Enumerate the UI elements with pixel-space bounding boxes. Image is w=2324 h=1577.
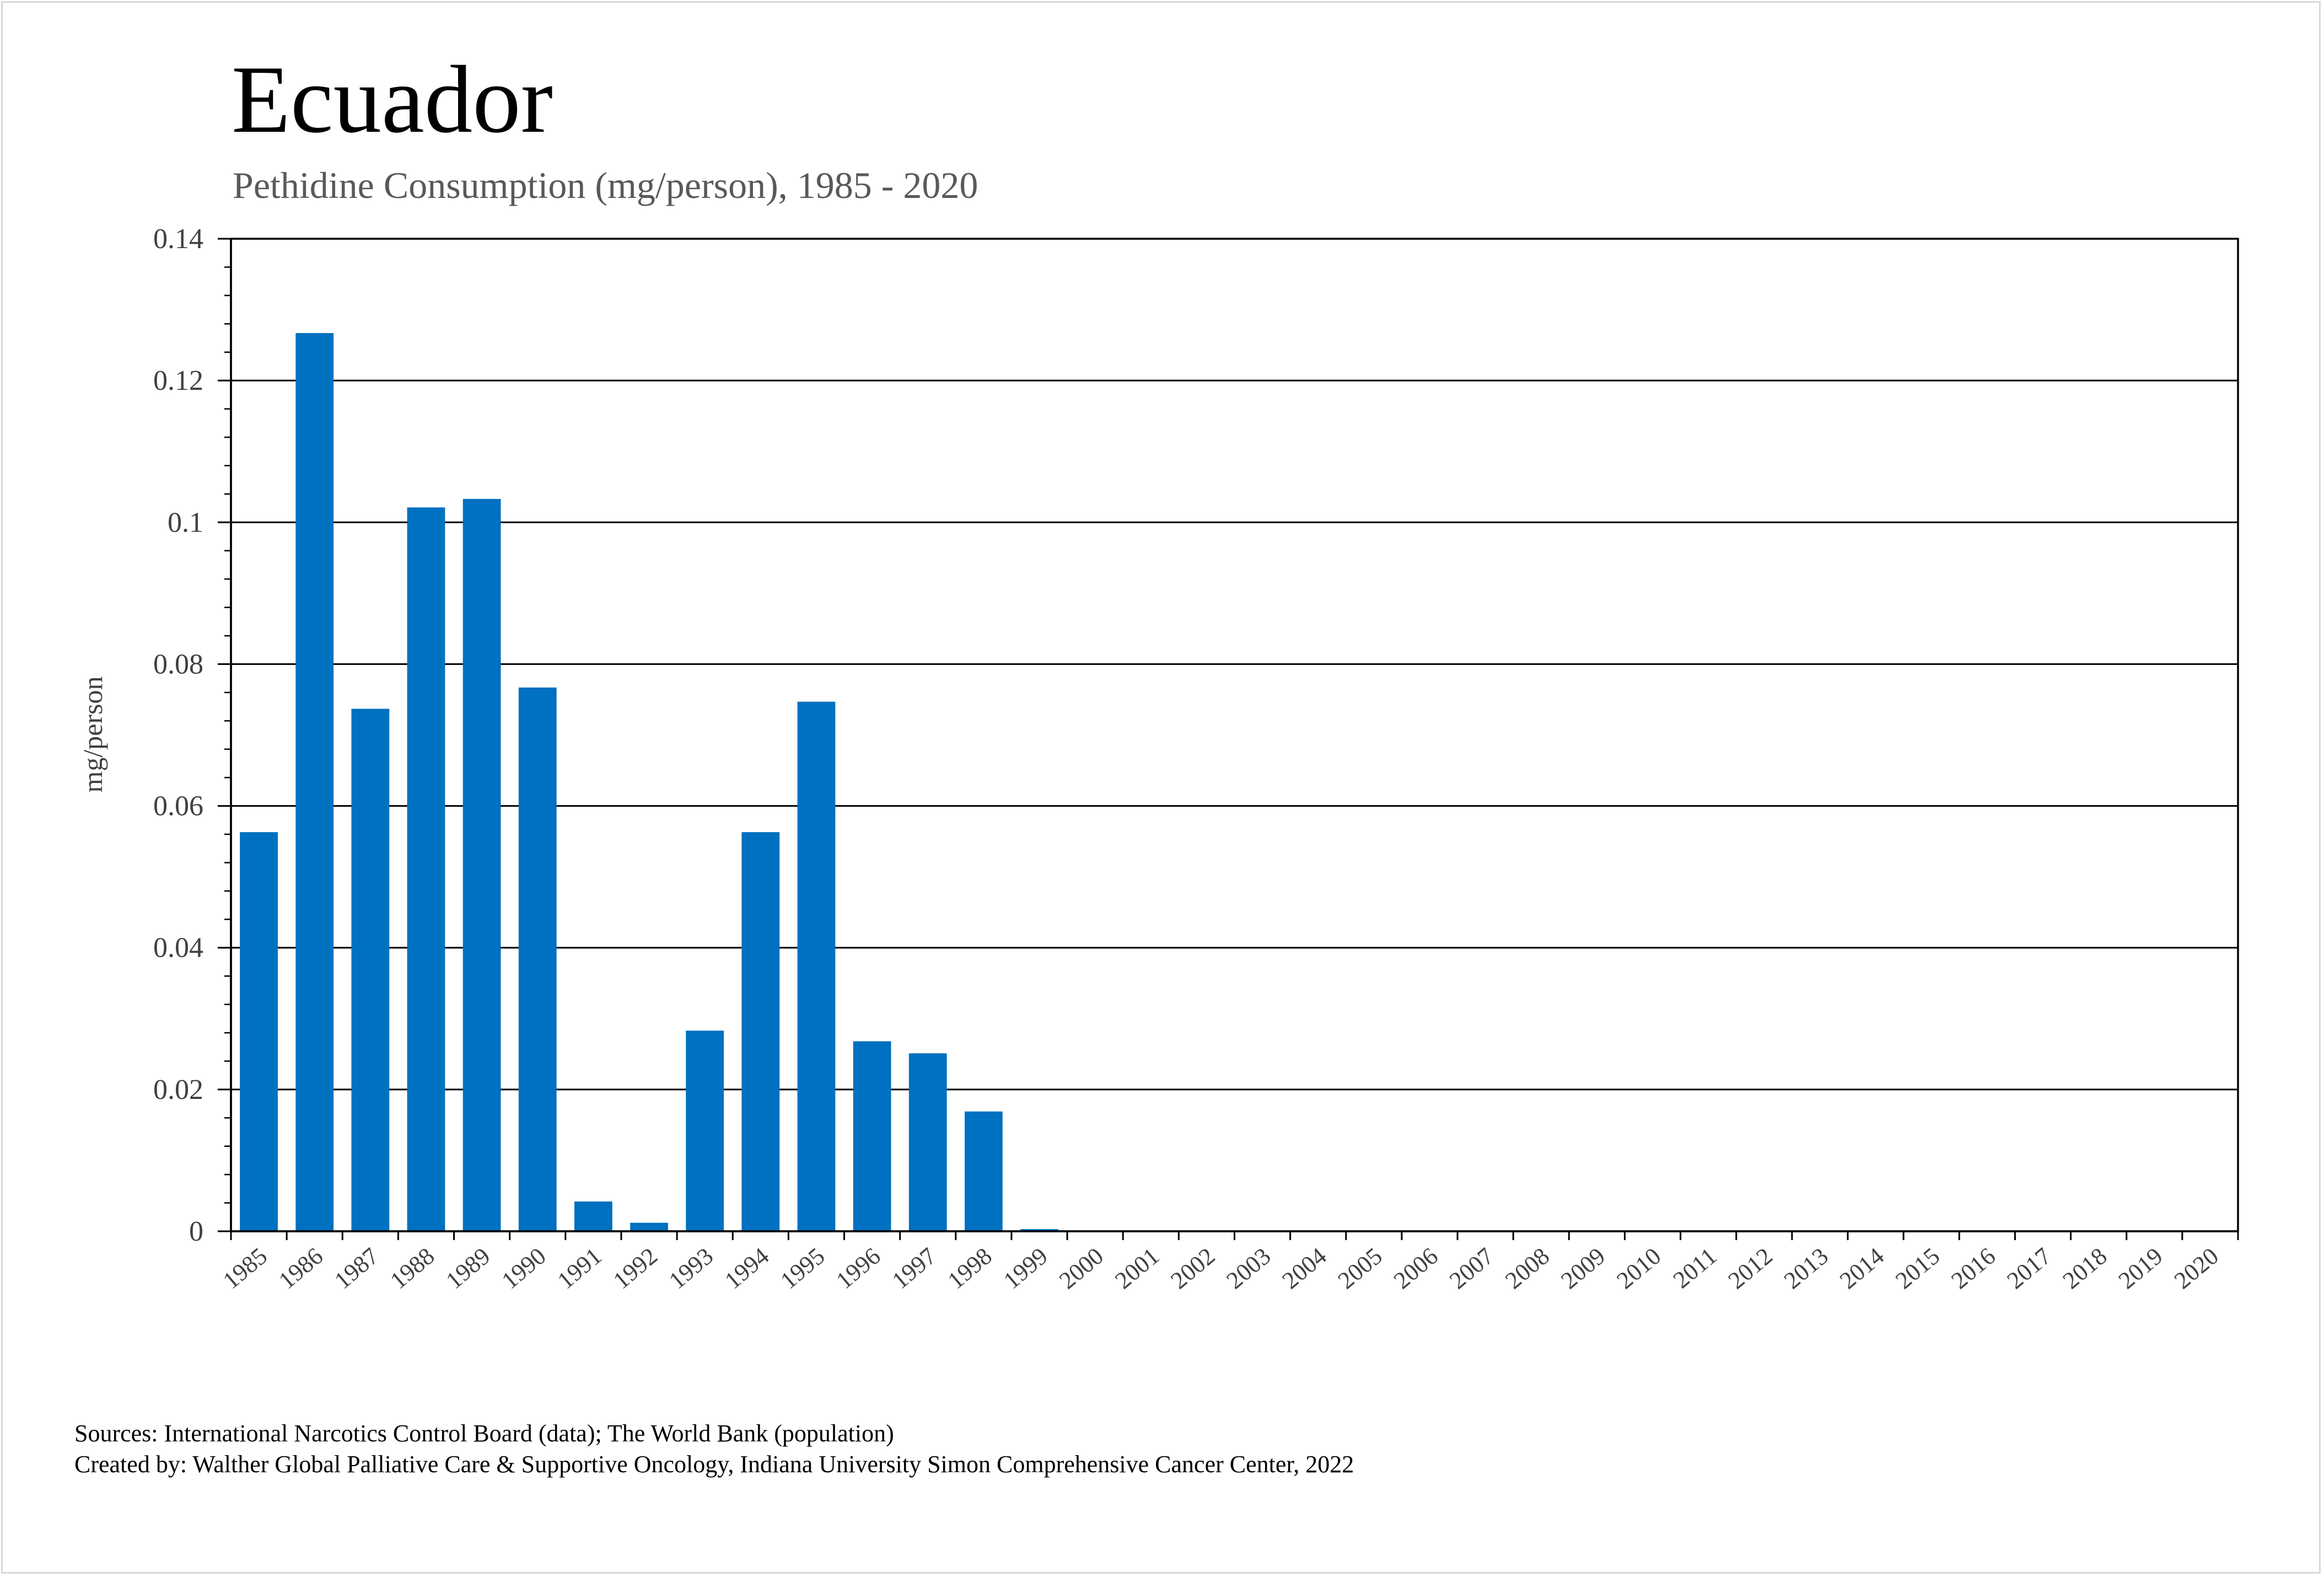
chart-title: Ecuador: [232, 46, 553, 153]
y-tick-label: 0.06: [153, 791, 203, 822]
bar-1990: [518, 687, 557, 1231]
x-tick-label: 1985: [218, 1242, 272, 1294]
bar-1988: [407, 507, 445, 1232]
y-tick-label: 0.02: [153, 1074, 203, 1106]
x-tick-label: 1987: [329, 1242, 384, 1294]
chart-subtitle: Pethidine Consumption (mg/person), 1985 …: [233, 164, 978, 206]
footer-sources: Sources: International Narcotics Control…: [74, 1420, 894, 1447]
x-tick-label: 1989: [441, 1242, 496, 1294]
x-tick-label: 2014: [1835, 1242, 1889, 1294]
bar-1996: [853, 1041, 891, 1231]
x-tick-label: 1999: [998, 1242, 1053, 1294]
bar-1998: [964, 1111, 1003, 1231]
y-tick-labels: 0 0.02 0.04 0.06 0.08 0.1 0.12 0.14: [153, 223, 203, 1247]
y-tick-label: 0.12: [153, 365, 203, 396]
bar-1995: [797, 701, 836, 1231]
x-tick-label: 2009: [1556, 1242, 1610, 1294]
x-tick-label: 1995: [775, 1242, 830, 1294]
bar-1985: [240, 832, 278, 1231]
x-tick-label: 2006: [1389, 1242, 1443, 1294]
x-tick-label: 1990: [497, 1242, 551, 1294]
bar-1987: [351, 709, 390, 1231]
x-tick-label: 2010: [1612, 1242, 1666, 1294]
y-tick-label: 0: [189, 1216, 203, 1247]
x-tick-label: 2011: [1668, 1242, 1722, 1294]
x-tick-label: 2002: [1165, 1242, 1220, 1294]
x-tick-label: 2012: [1723, 1242, 1778, 1294]
x-tick-label: 2004: [1277, 1242, 1332, 1294]
y-tick-label: 0.1: [168, 507, 203, 538]
x-tick-label: 1991: [552, 1242, 607, 1294]
x-tick-label: 1986: [273, 1242, 328, 1294]
y-tick-label: 0.14: [153, 223, 203, 255]
x-tick-label: 2001: [1110, 1242, 1164, 1294]
y-axis-minor-ticks: [218, 238, 231, 1232]
x-tick-labels: 1985 1986 1987 1988 1989 1990 1991 1992 1993 1994…: [218, 1242, 2224, 1294]
x-tick-label: 2005: [1333, 1242, 1387, 1294]
x-tick-label: 1988: [385, 1242, 440, 1294]
x-tick-label: 2017: [2002, 1242, 2057, 1294]
bar-1997: [908, 1053, 947, 1231]
x-tick-label: 2007: [1444, 1242, 1499, 1294]
axes: [230, 238, 2239, 1240]
x-tick-label: 2015: [1890, 1242, 1945, 1294]
x-tick-label: 1994: [719, 1242, 774, 1294]
x-tick-label: 1997: [887, 1242, 942, 1294]
y-tick-label: 0.04: [153, 932, 203, 964]
x-tick-label: 1993: [664, 1242, 718, 1294]
y-tick-label: 0.08: [153, 648, 203, 680]
bar-1991: [574, 1201, 612, 1231]
bar-1993: [686, 1031, 724, 1231]
x-tick-label: 2003: [1222, 1242, 1276, 1294]
y-axis-label: mg/person: [77, 676, 108, 792]
bars: [240, 333, 1058, 1232]
x-tick-label: 2000: [1054, 1242, 1109, 1294]
x-tick-label: 2020: [2169, 1242, 2224, 1294]
bar-1989: [462, 498, 501, 1231]
x-tick-label: 2018: [2058, 1242, 2112, 1294]
bar-1986: [295, 333, 334, 1231]
x-tick-label: 1992: [608, 1242, 663, 1294]
x-tick-label: 1998: [943, 1242, 997, 1294]
x-tick-label: 1996: [831, 1242, 886, 1294]
footer-created-by: Created by: Walther Global Palliative Ca…: [74, 1451, 1354, 1478]
bar-1992: [630, 1222, 668, 1231]
x-tick-label: 2013: [1779, 1242, 1833, 1294]
bar-1999: [1020, 1229, 1058, 1231]
x-tick-label: 2016: [1946, 1242, 2000, 1294]
bar-1994: [741, 832, 780, 1231]
x-tick-label: 2019: [2113, 1242, 2168, 1294]
x-tick-label: 2008: [1500, 1242, 1554, 1294]
